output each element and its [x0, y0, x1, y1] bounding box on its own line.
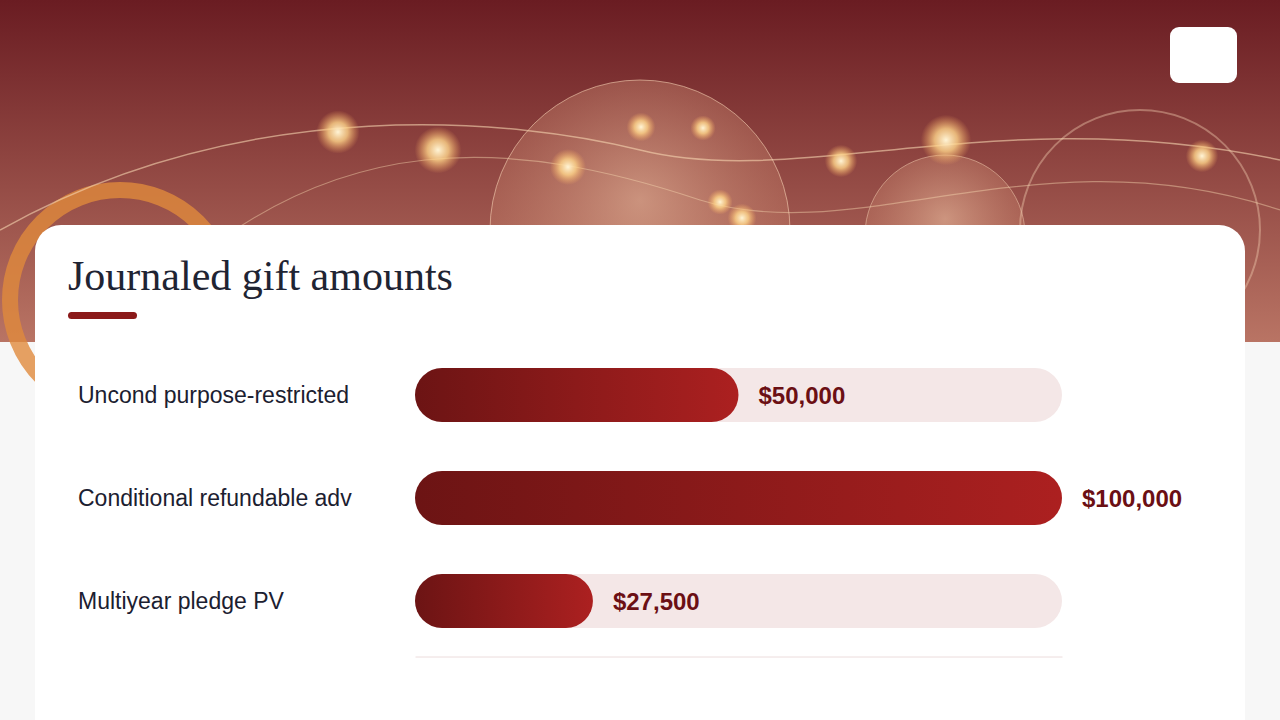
- x-axis-line: [416, 657, 1063, 658]
- bar: [415, 471, 1062, 525]
- x-axis: [416, 657, 1063, 658]
- chart-canvas: Journaled gift amounts Uncond purpose-res…: [0, 0, 1280, 720]
- logo-box: [1170, 27, 1237, 83]
- data-labels: $50,000 $100,000 $27,500: [613, 382, 1182, 615]
- category-label: Multiyear pledge PV: [78, 588, 284, 614]
- data-label: $100,000: [1082, 485, 1182, 512]
- bars: [415, 368, 1062, 628]
- header-glow: [627, 113, 656, 142]
- header-glow: [550, 149, 586, 185]
- header-glow: [690, 115, 715, 140]
- data-label: $50,000: [759, 382, 846, 409]
- bar-track: [415, 574, 1062, 628]
- header-glow: [825, 145, 857, 177]
- category-label: Conditional refundable adv: [78, 485, 352, 511]
- header-glow: [415, 127, 462, 174]
- title-underline: [68, 312, 137, 319]
- category-labels: Uncond purpose-restricted Conditional ref…: [78, 382, 352, 614]
- header-glow: [921, 115, 971, 165]
- header-glow: [707, 189, 732, 214]
- bar: [415, 368, 739, 422]
- chart-title: Journaled gift amounts: [68, 253, 453, 299]
- bar-track: [415, 368, 1062, 422]
- header-glow: [316, 110, 359, 153]
- bar: [415, 574, 593, 628]
- card: [35, 225, 1245, 720]
- header-glow: [1186, 140, 1218, 172]
- bar-track: [415, 471, 1062, 525]
- category-label: Uncond purpose-restricted: [78, 382, 349, 408]
- data-label: $27,500: [613, 588, 700, 615]
- tracks: [415, 368, 1062, 628]
